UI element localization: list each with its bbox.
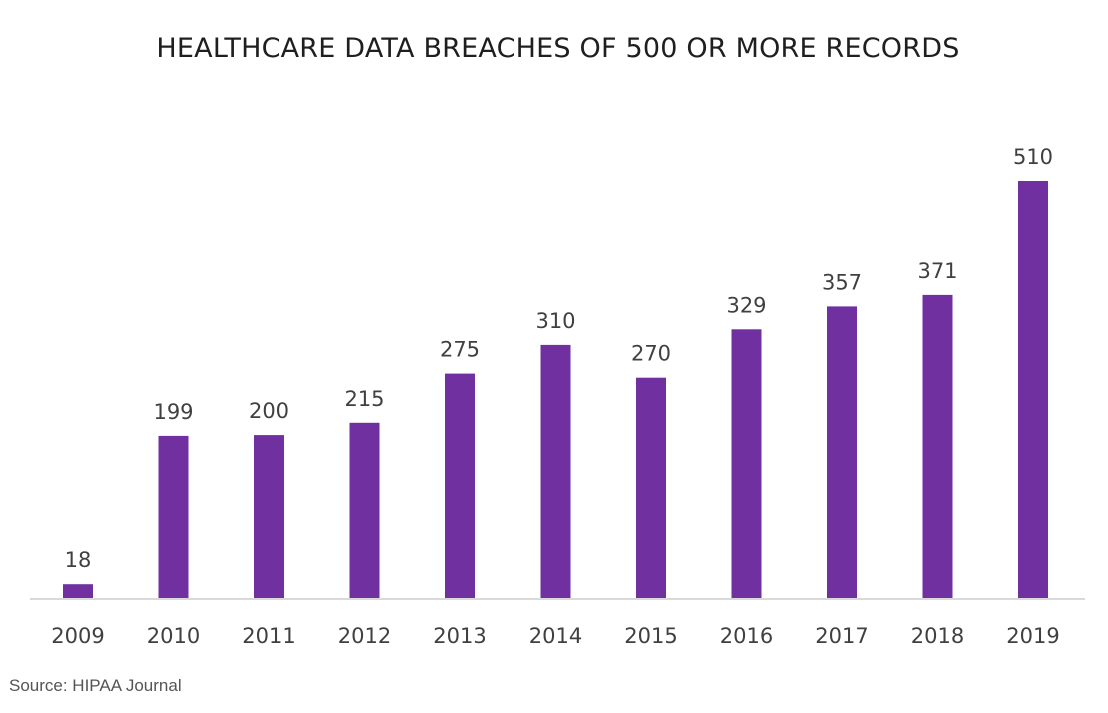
source-note: Source: HIPAA Journal bbox=[9, 676, 182, 695]
x-tick-label-2012: 2012 bbox=[338, 624, 391, 648]
bars-group bbox=[63, 181, 1048, 599]
chart-title: HEALTHCARE DATA BREACHES OF 500 OR MORE … bbox=[156, 33, 959, 64]
data-labels-group: 18 199 200 215 275 310 270 329 357 371 510 bbox=[65, 145, 1053, 572]
data-label-2009: 18 bbox=[65, 548, 92, 572]
bar-2011 bbox=[254, 435, 284, 599]
x-tick-label-2009: 2009 bbox=[51, 624, 104, 648]
x-tick-label-2014: 2014 bbox=[529, 624, 582, 648]
data-label-2010: 199 bbox=[153, 400, 193, 424]
x-tick-label-2018: 2018 bbox=[911, 624, 964, 648]
x-tick-label-2015: 2015 bbox=[624, 624, 677, 648]
data-label-2018: 371 bbox=[917, 259, 957, 283]
x-tick-labels-group: 2009 2010 2011 2012 2013 2014 2015 2016 2017 2018… bbox=[51, 624, 1059, 648]
bar-2017 bbox=[827, 306, 857, 599]
bar-2012 bbox=[349, 422, 380, 599]
x-tick-label-2013: 2013 bbox=[433, 624, 486, 648]
bar-2010 bbox=[158, 435, 189, 599]
bar-2016 bbox=[731, 329, 762, 599]
bar-2019 bbox=[1018, 181, 1048, 599]
data-label-2017: 357 bbox=[822, 270, 862, 294]
bar-2013 bbox=[445, 373, 475, 599]
x-tick-label-2016: 2016 bbox=[720, 624, 773, 648]
x-tick-label-2011: 2011 bbox=[242, 624, 295, 648]
bar-2014 bbox=[540, 344, 571, 599]
bar-2009 bbox=[63, 584, 93, 599]
bar-2015 bbox=[636, 377, 666, 599]
data-label-2015: 270 bbox=[631, 342, 671, 366]
data-label-2014: 310 bbox=[535, 309, 575, 333]
data-label-2013: 275 bbox=[440, 338, 480, 362]
data-label-2011: 200 bbox=[249, 399, 289, 423]
bar-2018 bbox=[922, 294, 953, 599]
data-label-2016: 329 bbox=[726, 293, 766, 317]
data-label-2019: 510 bbox=[1013, 145, 1053, 169]
x-tick-label-2019: 2019 bbox=[1006, 624, 1059, 648]
x-tick-label-2017: 2017 bbox=[815, 624, 868, 648]
x-tick-label-2010: 2010 bbox=[147, 624, 200, 648]
data-label-2012: 215 bbox=[344, 387, 384, 411]
